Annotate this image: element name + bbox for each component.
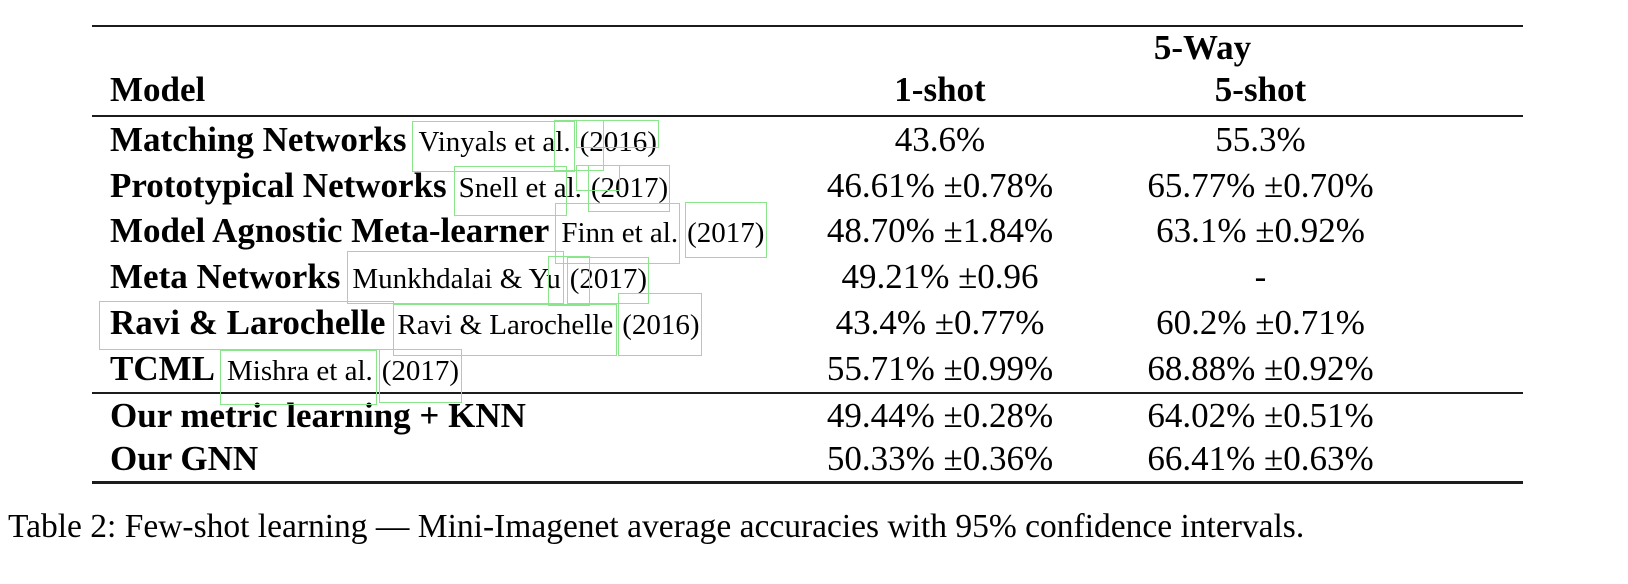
one-shot-value: 46.61% ±0.78%	[826, 165, 1054, 205]
model-name: Meta Networks	[110, 257, 341, 297]
five-shot-value: 64.02% ±0.51%	[1147, 395, 1374, 435]
table-top-rule	[92, 25, 1523, 27]
one-shot-value: 49.21% ±0.96	[841, 257, 1039, 297]
table-row: TCML Mishra et al. (2017) 55.71% ±0.99% 68…	[92, 346, 1523, 405]
one-shot-value: 55.71% ±0.99%	[826, 348, 1054, 388]
table-caption: Table 2: Few-shot learning — Mini-Imagen…	[8, 508, 1305, 545]
model-name: Model Agnostic Meta-learner	[110, 211, 550, 251]
citation-author-link[interactable]: Munkhdalai & Yu	[347, 251, 564, 305]
five-shot-value: 63.1% ±0.92%	[1156, 211, 1365, 251]
model-cell: Prototypical Networks Snell et al. (2017)	[92, 164, 790, 216]
citation-author-text: Munkhdalai & Yu	[352, 263, 561, 296]
five-shot-value: -	[1254, 257, 1267, 297]
citation-author-link[interactable]: Finn et al.	[555, 203, 681, 265]
group-header-5way: 5-Way	[1153, 28, 1252, 67]
citation-author-link[interactable]: Snell et al.	[453, 165, 582, 216]
citation-year-link[interactable]: (2017)	[685, 202, 768, 259]
table-row: Meta Networks Munkhdalai & Yu (2017) 49.21…	[92, 251, 1523, 307]
one-shot-value: 48.70% ±1.84%	[826, 211, 1054, 251]
model-cell: Our GNN	[92, 439, 790, 479]
citation-year-link[interactable]: (2017)	[547, 256, 650, 307]
table-row: Our GNN 50.33% ±0.36% 66.41% ±0.63%	[92, 437, 1523, 481]
citation-author-text: Finn et al.	[561, 217, 679, 250]
model-cell: Meta Networks Munkhdalai & Yu (2017)	[92, 251, 790, 307]
one-shot-value: 43.6%	[894, 119, 986, 159]
model-cell: Ravi & Larochelle Ravi & Larochelle (2016)	[92, 293, 790, 357]
citation-author-text: Vinyals et al.	[418, 125, 571, 158]
five-shot-value: 60.2% ±0.71%	[1156, 303, 1365, 343]
citation-author-link[interactable]: Ravi & Larochelle	[393, 304, 618, 357]
group-header-row: 5-Way	[92, 27, 1523, 68]
results-table: 5-Way Model 1-shot 5-shot Matching Netwo…	[92, 25, 1523, 484]
col-header-model: Model	[110, 70, 206, 109]
model-name: Matching Networks	[110, 119, 407, 159]
five-shot-value: 68.88% ±0.92%	[1147, 348, 1374, 388]
five-shot-value: 66.41% ±0.63%	[1147, 439, 1374, 479]
table-row: Model Agnostic Meta-learner Finn et al. (2…	[92, 202, 1523, 265]
table-mid-rule	[92, 391, 1523, 394]
table-row: Matching Networks Vinyals et al. (2016) 43…	[92, 117, 1523, 172]
table-row: Ravi & Larochelle Ravi & Larochelle (2016)…	[92, 293, 1523, 357]
five-shot-value: 65.77% ±0.70%	[1147, 165, 1374, 205]
model-name: TCML	[110, 348, 215, 388]
citation-year-text: (2017)	[569, 263, 648, 296]
citation-author-link[interactable]: Vinyals et al.	[411, 120, 575, 172]
table-row: Prototypical Networks Snell et al. (2017) …	[92, 163, 1523, 216]
citation-year-text: (2016)	[622, 309, 700, 342]
citation-author-link[interactable]: Mishra et al.	[220, 349, 377, 405]
model-cell: Our metric learning + KNN	[92, 396, 790, 436]
citation-year-link[interactable]: (2016)	[618, 293, 702, 357]
citation-author-text: Mishra et al.	[227, 354, 373, 387]
citation-year-link[interactable]: (2016)	[553, 119, 659, 171]
citation-year-link[interactable]: (2017)	[378, 348, 463, 403]
model-name: Ravi & Larochelle	[110, 303, 386, 343]
model-name: Our GNN	[110, 439, 259, 479]
col-header-5shot: 5-shot	[1214, 70, 1307, 109]
citation-author-text: Snell et al.	[458, 171, 582, 204]
five-shot-value: 55.3%	[1215, 119, 1306, 159]
model-name: Our metric learning + KNN	[110, 395, 526, 435]
column-header-row: Model 1-shot 5-shot	[92, 68, 1523, 115]
citation-year-text: (2017)	[381, 354, 460, 387]
one-shot-value: 49.44% ±0.28%	[826, 395, 1054, 435]
model-cell: Model Agnostic Meta-learner Finn et al. (2…	[92, 202, 790, 265]
table-header-rule	[92, 115, 1523, 117]
citation-year-link[interactable]: (2017)	[575, 164, 671, 212]
citation-year-text: (2017)	[687, 217, 765, 250]
model-name-link[interactable]: Ravi & Larochelle	[99, 301, 395, 351]
col-header-1shot: 1-shot	[894, 70, 986, 109]
citation-author-text: Ravi & Larochelle	[397, 309, 614, 342]
table-bottom-rule	[92, 480, 1523, 484]
model-name: Prototypical Networks	[110, 165, 447, 205]
citation-year-text: (2017)	[590, 171, 669, 204]
model-cell: Matching Networks Vinyals et al. (2016)	[92, 119, 790, 172]
one-shot-value: 43.4% ±0.77%	[835, 303, 1045, 343]
table-row: Our metric learning + KNN 49.44% ±0.28% …	[92, 394, 1523, 438]
citation-year-text: (2016)	[579, 125, 657, 158]
one-shot-value: 50.33% ±0.36%	[826, 439, 1054, 479]
model-cell: TCML Mishra et al. (2017)	[92, 348, 790, 405]
